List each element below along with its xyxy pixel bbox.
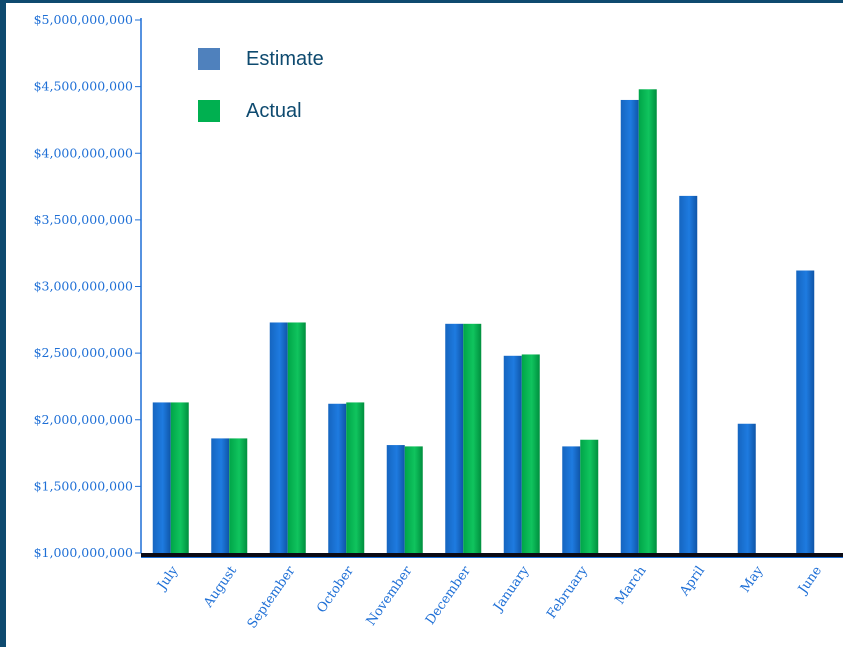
- bar-estimate-april: [679, 195, 698, 553]
- bar-estimate-december: [445, 323, 464, 553]
- top-border: [0, 0, 843, 3]
- bar-actual-december: [463, 323, 482, 553]
- bar-actual-august: [229, 438, 248, 553]
- x-tick-label-may: May: [738, 563, 767, 595]
- y-tick-label: $5,000,000,000: [34, 12, 133, 27]
- x-tick-label-january: January: [490, 563, 533, 616]
- bar-estimate-february: [562, 446, 581, 553]
- bar-estimate-june: [796, 270, 815, 553]
- y-tick-label: $1,000,000,000: [34, 545, 133, 560]
- y-tick-label: $2,000,000,000: [34, 412, 133, 427]
- bar-actual-march: [638, 89, 657, 553]
- x-tick-label-june: June: [795, 563, 826, 598]
- x-tick-label-march: March: [613, 563, 650, 607]
- bar-actual-january: [521, 354, 540, 553]
- bar-actual-september: [287, 322, 306, 553]
- y-tick-label: $4,000,000,000: [34, 145, 133, 160]
- x-tick-label-november: November: [364, 563, 416, 629]
- legend: Estimate Actual: [198, 48, 324, 122]
- bar-estimate-september: [269, 322, 288, 553]
- legend-swatch-actual: [198, 100, 220, 122]
- y-axis: $1,000,000,000 $1,500,000,000 $2,000,000,0…: [34, 12, 142, 560]
- x-tick-label-february: February: [544, 563, 591, 621]
- bars: [152, 89, 815, 553]
- bar-estimate-july: [152, 402, 171, 553]
- y-tick-label: $1,500,000,000: [34, 478, 133, 493]
- y-tick-label: $3,000,000,000: [34, 279, 133, 294]
- left-border: [0, 0, 6, 647]
- bar-actual-july: [170, 402, 189, 553]
- x-tick-label-august: August: [201, 563, 241, 611]
- x-tick-label-september: September: [245, 563, 299, 632]
- legend-label-estimate: Estimate: [246, 48, 324, 70]
- legend-label-actual: Actual: [246, 100, 302, 122]
- bar-estimate-august: [211, 438, 230, 553]
- x-tick-label-july: July: [154, 563, 182, 594]
- legend-swatch-estimate: [198, 48, 220, 70]
- bar-estimate-november: [386, 445, 405, 553]
- y-tick-label: $2,500,000,000: [34, 345, 133, 360]
- bar-estimate-january: [503, 355, 522, 553]
- x-axis: July August September October November Decemb…: [141, 553, 843, 632]
- bar-actual-february: [580, 439, 599, 553]
- x-tick-label-october: October: [314, 563, 357, 616]
- y-tick-label: $3,500,000,000: [34, 212, 133, 227]
- bar-estimate-march: [620, 99, 639, 553]
- bar-actual-october: [346, 402, 365, 553]
- x-axis-line: [141, 553, 843, 557]
- x-tick-label-april: April: [677, 564, 708, 600]
- bar-actual-november: [404, 446, 423, 553]
- bar-estimate-october: [328, 403, 347, 553]
- bar-estimate-may: [737, 423, 756, 553]
- y-tick-label: $4,500,000,000: [34, 79, 133, 94]
- x-tick-label-december: December: [423, 563, 475, 628]
